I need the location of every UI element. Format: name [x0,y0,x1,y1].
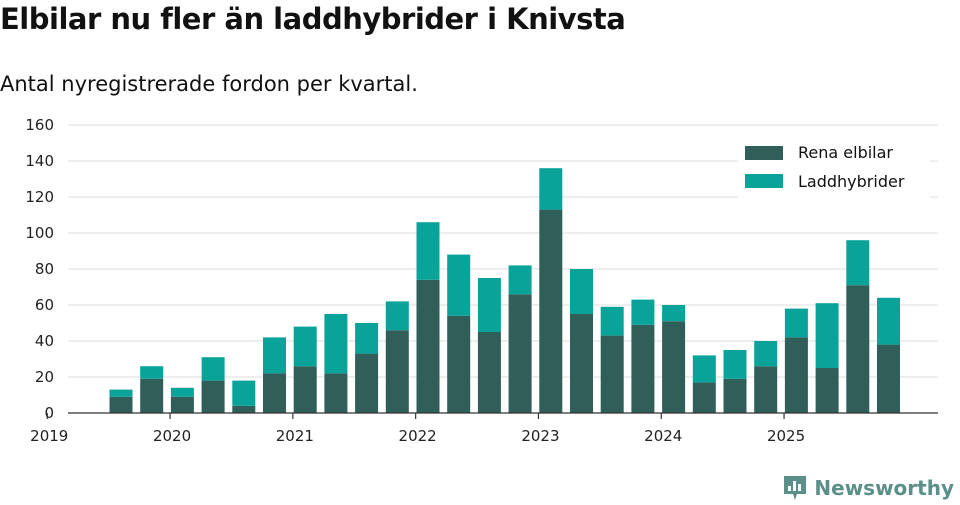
legend: Rena elbilar Laddhybrider [738,139,930,199]
bar-chart-logo-icon [784,476,807,500]
bar-laddhybrider-2023-q3 [631,299,655,325]
bar-laddhybrider-2020-q2 [232,380,256,406]
bar-laddhybrider-2022-q2 [477,278,501,332]
legend-label-laddhybrider: Laddhybrider [798,172,905,191]
x-tick-label-2021: 2021 [276,427,314,445]
bar-laddhybrider-2020-q4 [293,326,317,367]
bar-laddhybrider-2021-q3 [385,301,409,331]
bar-rena-elbilar-2025-q2 [846,285,870,413]
y-tick-label-120: 120 [25,188,54,206]
bar-rena-elbilar-2023-q4 [662,321,686,413]
bar-rena-elbilar-2021-q4 [416,279,440,413]
bar-laddhybrider-2021-q1 [324,314,348,374]
bar-laddhybrider-2025-q1 [815,303,839,368]
y-tick-label-80: 80 [35,260,54,278]
y-tick-label-160: 160 [25,116,54,134]
bar-rena-elbilar-2020-q1 [201,380,225,413]
bar-laddhybrider-2022-q3 [508,265,532,295]
bar-laddhybrider-2019-q3 [140,366,164,379]
bar-rena-elbilar-2023-q1 [570,314,593,413]
x-tick-label-2023: 2023 [521,427,559,445]
legend-swatch-laddhybrider [745,174,783,188]
bar-rena-elbilar-2022-q2 [477,332,501,413]
bar-rena-elbilar-2020-q3 [263,373,286,413]
bar-laddhybrider-2021-q4 [416,222,440,280]
bar-rena-elbilar-2019-q3 [140,378,164,413]
bar-laddhybrider-2022-q4 [539,168,563,210]
y-tick-label-140: 140 [25,152,54,170]
y-axis-ticks: 0 20 40 60 80 100 120 140 160 [25,116,54,422]
y-tick-label-20: 20 [35,368,54,386]
bar-rena-elbilar-2025-q1 [815,368,839,413]
bar-rena-elbilar-2025-q3 [877,344,900,413]
bar-rena-elbilar-2019-q4 [170,396,194,413]
brand-logo: Newsworthy [782,474,954,502]
x-axis: 2019 2020 2021 2022 2023 2024 2025 [30,412,938,445]
bar-rena-elbilar-2021-q1 [324,373,348,413]
bar-rena-elbilar-2021-q2 [355,353,379,413]
bar-laddhybrider-2024-q2 [723,350,747,379]
bar-laddhybrider-2024-q4 [784,308,808,338]
bar-rena-elbilar-2021-q3 [385,330,409,413]
bar-laddhybrider-2020-q3 [263,337,286,374]
bar-rena-elbilar-2024-q3 [754,366,778,413]
bar-laddhybrider-2024-q1 [692,355,716,383]
bar-laddhybrider-2019-q2 [109,389,133,397]
bar-rena-elbilar-2019-q2 [109,396,133,413]
chart-subtitle: Antal nyregistrerade fordon per kvartal. [0,72,418,96]
bar-rena-elbilar-2020-q2 [232,405,256,413]
bar-rena-elbilar-2024-q1 [692,382,716,413]
bar-laddhybrider-2023-q4 [662,305,686,322]
bars [109,168,900,413]
y-tick-label-40: 40 [35,332,54,350]
brand-name: Newsworthy [814,476,954,500]
bar-rena-elbilar-2023-q3 [631,324,655,413]
bar-laddhybrider-2025-q3 [877,297,900,345]
bar-laddhybrider-2019-q4 [170,387,194,397]
bar-rena-elbilar-2022-q4 [539,209,563,413]
bar-laddhybrider-2025-q2 [846,240,870,286]
x-tick-label-2025: 2025 [767,427,805,445]
y-tick-label-0: 0 [44,404,54,422]
bar-laddhybrider-2020-q1 [201,357,225,381]
bar-laddhybrider-2021-q2 [355,323,379,354]
x-tick-label-2022: 2022 [399,427,437,445]
bar-rena-elbilar-2022-q1 [447,315,471,413]
x-tick-label-2020: 2020 [153,427,191,445]
legend-label-rena-elbilar: Rena elbilar [798,143,893,162]
bar-rena-elbilar-2024-q2 [723,378,747,413]
y-tick-label-100: 100 [25,224,54,242]
bar-laddhybrider-2022-q1 [447,254,471,316]
bar-laddhybrider-2023-q1 [570,269,593,314]
bar-rena-elbilar-2022-q3 [508,294,532,413]
bar-rena-elbilar-2024-q4 [784,337,808,413]
legend-swatch-rena-elbilar [745,146,783,160]
x-tick-label-2024: 2024 [644,427,682,445]
bar-rena-elbilar-2020-q4 [293,366,317,413]
bar-laddhybrider-2023-q2 [600,306,624,336]
chart-title: Elbilar nu fler än laddhybrider i Knivst… [0,2,626,36]
bar-rena-elbilar-2023-q2 [600,335,624,413]
bar-laddhybrider-2024-q3 [754,341,778,367]
y-tick-label-60: 60 [35,296,54,314]
x-tick-label-2019: 2019 [30,427,68,445]
